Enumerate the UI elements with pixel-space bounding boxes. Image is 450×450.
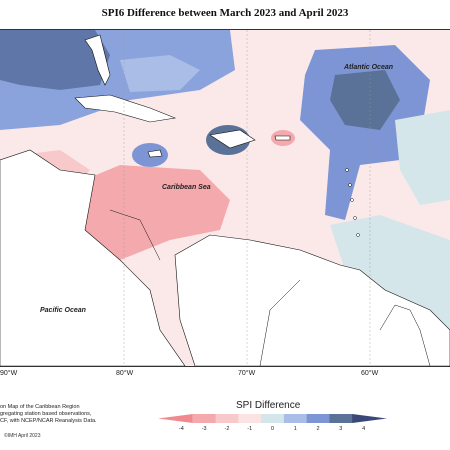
red-anomaly-caribbean — [60, 165, 230, 260]
blue-anomaly-bahamas — [120, 55, 200, 92]
legend-swatch — [192, 414, 217, 423]
legend-swatch — [238, 414, 262, 423]
land-hispaniola — [209, 129, 256, 149]
neutral-east-atlantic — [395, 110, 450, 205]
legend-tick-label: 3 — [339, 426, 343, 432]
legend-tick-label: 0 — [270, 426, 275, 432]
border-line — [259, 279, 301, 366]
land-cuba — [74, 94, 177, 123]
island — [348, 183, 352, 187]
longitude-label: 90°W — [0, 370, 18, 377]
legend-swatch — [329, 414, 353, 423]
island — [353, 216, 357, 220]
strong-anomaly-atlantic — [330, 70, 400, 130]
map-title: SPI6 Difference between March 2023 and A… — [101, 7, 349, 19]
label-atlantic-ocean: Atlantic Ocean — [344, 64, 394, 71]
land-puerto-rico — [274, 135, 291, 141]
map-area — [0, 29, 450, 367]
legend-tick-label: 1 — [293, 426, 297, 432]
legend-tick-label: -3 — [201, 426, 207, 432]
border-line — [109, 209, 161, 261]
credit-line: CF, with NCEP/NCAR Reanalysis Data. — [0, 418, 97, 424]
strong-anomaly-gulf — [0, 30, 110, 90]
legend-tick-label: -4 — [178, 426, 184, 432]
legend-swatch — [261, 414, 285, 423]
legend-swatch — [352, 414, 387, 423]
legend-title: SPI Difference — [236, 400, 301, 411]
legend-tick-label: 2 — [316, 426, 320, 432]
credit-line: gregating station based observations, — [0, 411, 92, 417]
longitude-label: 80°W — [116, 370, 134, 377]
island — [350, 198, 354, 202]
credit-line: on Map of the Caribbean Region — [0, 404, 80, 410]
legend-swatch — [158, 414, 193, 423]
legend-swatch — [215, 414, 239, 423]
land-florida — [84, 34, 111, 86]
legend-swatch — [306, 414, 330, 423]
border-line — [379, 304, 431, 366]
legend-tick-label: -2 — [224, 426, 230, 432]
legend-tick-label: 4 — [362, 426, 366, 432]
longitude-label: 70°W — [238, 370, 256, 377]
island — [356, 233, 360, 237]
label-pacific-ocean: Pacific Ocean — [40, 307, 86, 314]
land-central-america — [0, 149, 186, 366]
longitude-label: 60°W — [361, 370, 379, 377]
island — [345, 168, 349, 172]
legend-colorbar — [158, 414, 387, 423]
land-jamaica — [147, 149, 163, 158]
copyright-text: ©IMH April 2023 — [4, 433, 41, 439]
spi-map-canvas — [0, 30, 450, 366]
legend-tick-label: -1 — [247, 426, 253, 432]
label-caribbean-sea: Caribbean Sea — [162, 184, 211, 191]
land-south-america — [174, 234, 450, 366]
legend-swatch — [283, 414, 308, 423]
